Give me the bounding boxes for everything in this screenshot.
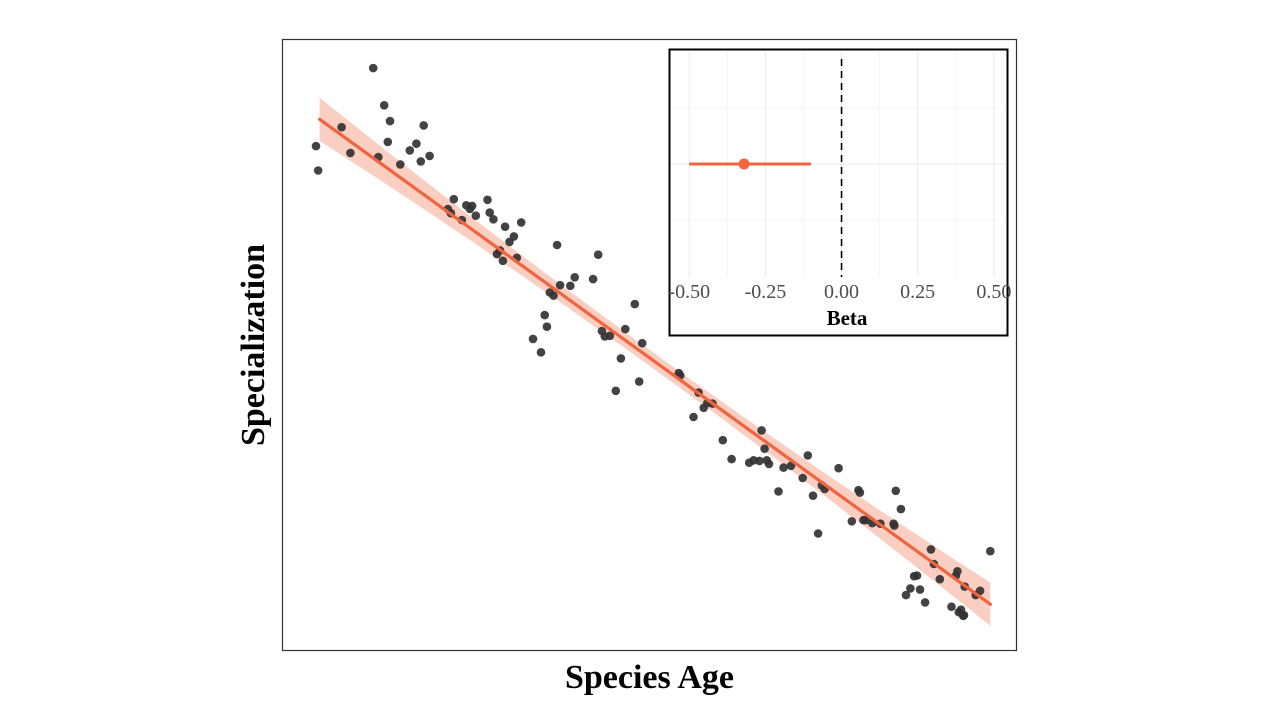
data-point <box>383 137 393 147</box>
data-point <box>727 454 736 464</box>
data-point <box>901 590 911 600</box>
data-point <box>630 299 640 309</box>
data-point <box>637 338 647 348</box>
data-point <box>689 412 698 422</box>
data-point <box>718 435 728 445</box>
data-point <box>808 491 818 501</box>
x-tick-label: 0.50 <box>976 281 1011 303</box>
data-point <box>566 281 575 291</box>
data-point <box>313 166 323 175</box>
data-point <box>926 545 936 554</box>
x-tick-label: 0.25 <box>900 281 935 303</box>
x-tick-label: -0.25 <box>745 281 787 303</box>
data-point <box>890 521 899 530</box>
data-point <box>605 331 615 341</box>
data-point <box>634 377 644 386</box>
data-point <box>509 232 519 241</box>
data-point <box>540 310 549 320</box>
data-point <box>311 141 321 151</box>
y-axis-title: Specialization <box>235 244 272 446</box>
data-point <box>803 451 813 460</box>
data-point <box>798 473 807 483</box>
data-point <box>405 146 415 155</box>
data-point <box>379 101 389 110</box>
beta-estimate-point <box>738 158 750 170</box>
data-point <box>412 139 421 148</box>
data-point <box>813 529 823 538</box>
data-point <box>920 598 930 607</box>
data-point <box>896 504 906 514</box>
data-point <box>757 426 766 435</box>
data-point <box>500 222 510 231</box>
data-point <box>760 444 769 454</box>
data-point <box>549 291 558 300</box>
data-point <box>779 463 788 472</box>
data-point <box>467 201 477 211</box>
data-point <box>552 240 562 250</box>
fit-line <box>318 117 992 606</box>
inset-x-ticks: -0.50 -0.25 0.00 0.25 0.50 <box>668 281 1011 303</box>
data-point <box>419 121 429 130</box>
data-point <box>906 584 915 593</box>
data-point <box>915 585 925 594</box>
data-point <box>416 157 426 166</box>
x-tick-label: -0.50 <box>668 281 710 303</box>
data-point <box>425 151 434 161</box>
inset-estimate <box>689 158 812 170</box>
data-point <box>498 256 508 266</box>
data-point <box>385 116 395 126</box>
data-point <box>483 195 492 205</box>
data-point <box>786 461 796 471</box>
data-point <box>516 218 526 227</box>
data-point <box>834 463 843 473</box>
inset-frame <box>668 48 1009 337</box>
data-point <box>621 324 630 334</box>
data-point <box>953 567 962 576</box>
data-point <box>611 386 621 396</box>
data-point <box>855 488 865 497</box>
data-point <box>593 250 603 259</box>
data-point <box>555 280 565 290</box>
data-point <box>861 515 870 525</box>
data-point <box>986 546 995 556</box>
data-point <box>947 602 956 611</box>
data-point <box>616 354 626 363</box>
data-point <box>396 160 405 169</box>
data-point <box>588 274 598 284</box>
data-point <box>489 215 498 224</box>
data-point <box>346 148 355 158</box>
data-point <box>935 574 945 584</box>
data-point <box>755 456 764 466</box>
data-point <box>528 334 538 344</box>
data-point <box>959 610 969 620</box>
data-point <box>764 459 774 469</box>
data-point <box>337 122 346 132</box>
inset-x-axis-title: Beta <box>827 306 868 330</box>
data-point <box>975 586 985 596</box>
data-point <box>449 194 459 204</box>
x-axis-title: Species Age <box>565 659 734 696</box>
x-tick-label: 0.00 <box>824 281 859 303</box>
data-point <box>368 63 378 73</box>
data-point <box>471 211 481 220</box>
data-point <box>912 571 922 580</box>
data-point <box>891 486 901 496</box>
data-point <box>847 517 857 526</box>
regression-line <box>318 117 992 606</box>
data-point <box>485 208 495 217</box>
data-point <box>542 322 552 332</box>
data-point <box>774 487 783 496</box>
data-point <box>570 273 579 282</box>
data-point <box>536 348 546 357</box>
